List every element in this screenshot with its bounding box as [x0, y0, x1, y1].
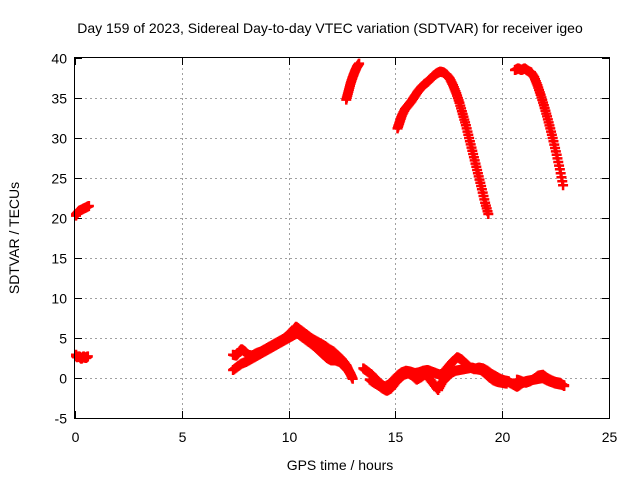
y-tick-label: 5 [59, 331, 67, 347]
x-tick-labels: 0 5 10 15 20 25 [72, 429, 618, 445]
x-axis-label: GPS time / hours [287, 457, 394, 473]
data-points [71, 58, 570, 396]
data-point [559, 381, 570, 391]
y-tick-label: 15 [51, 251, 67, 267]
plot-frame [74, 57, 610, 419]
x-tick-label: 20 [495, 429, 511, 445]
y-tick-label: 0 [59, 371, 67, 387]
x-tick-label: 5 [179, 429, 187, 445]
chart-title: Day 159 of 2023, Sidereal Day-to-day VTE… [77, 20, 583, 36]
y-tick-label: 30 [51, 131, 67, 147]
y-axis-label: SDTVAR / TECUs [6, 182, 22, 294]
x-tick-label: 10 [282, 429, 298, 445]
y-tick-label: 40 [51, 51, 67, 67]
data-point [558, 180, 569, 191]
x-tick-label: 25 [602, 429, 618, 445]
y-tick-label: 20 [51, 211, 67, 227]
x-tick-label: 15 [388, 429, 404, 445]
y-tick-label: 35 [51, 91, 67, 107]
data-point [83, 201, 94, 211]
data-point [82, 351, 93, 362]
y-tick-label: 10 [51, 291, 67, 307]
x-tick-label: 0 [72, 429, 80, 445]
y-tick-label: -5 [55, 411, 68, 427]
y-tick-labels: -5 0 5 10 15 20 25 30 35 40 [51, 51, 67, 427]
data-point [345, 369, 356, 379]
data-point [483, 209, 494, 219]
y-tick-label: 25 [51, 171, 67, 187]
data-point [354, 58, 365, 69]
